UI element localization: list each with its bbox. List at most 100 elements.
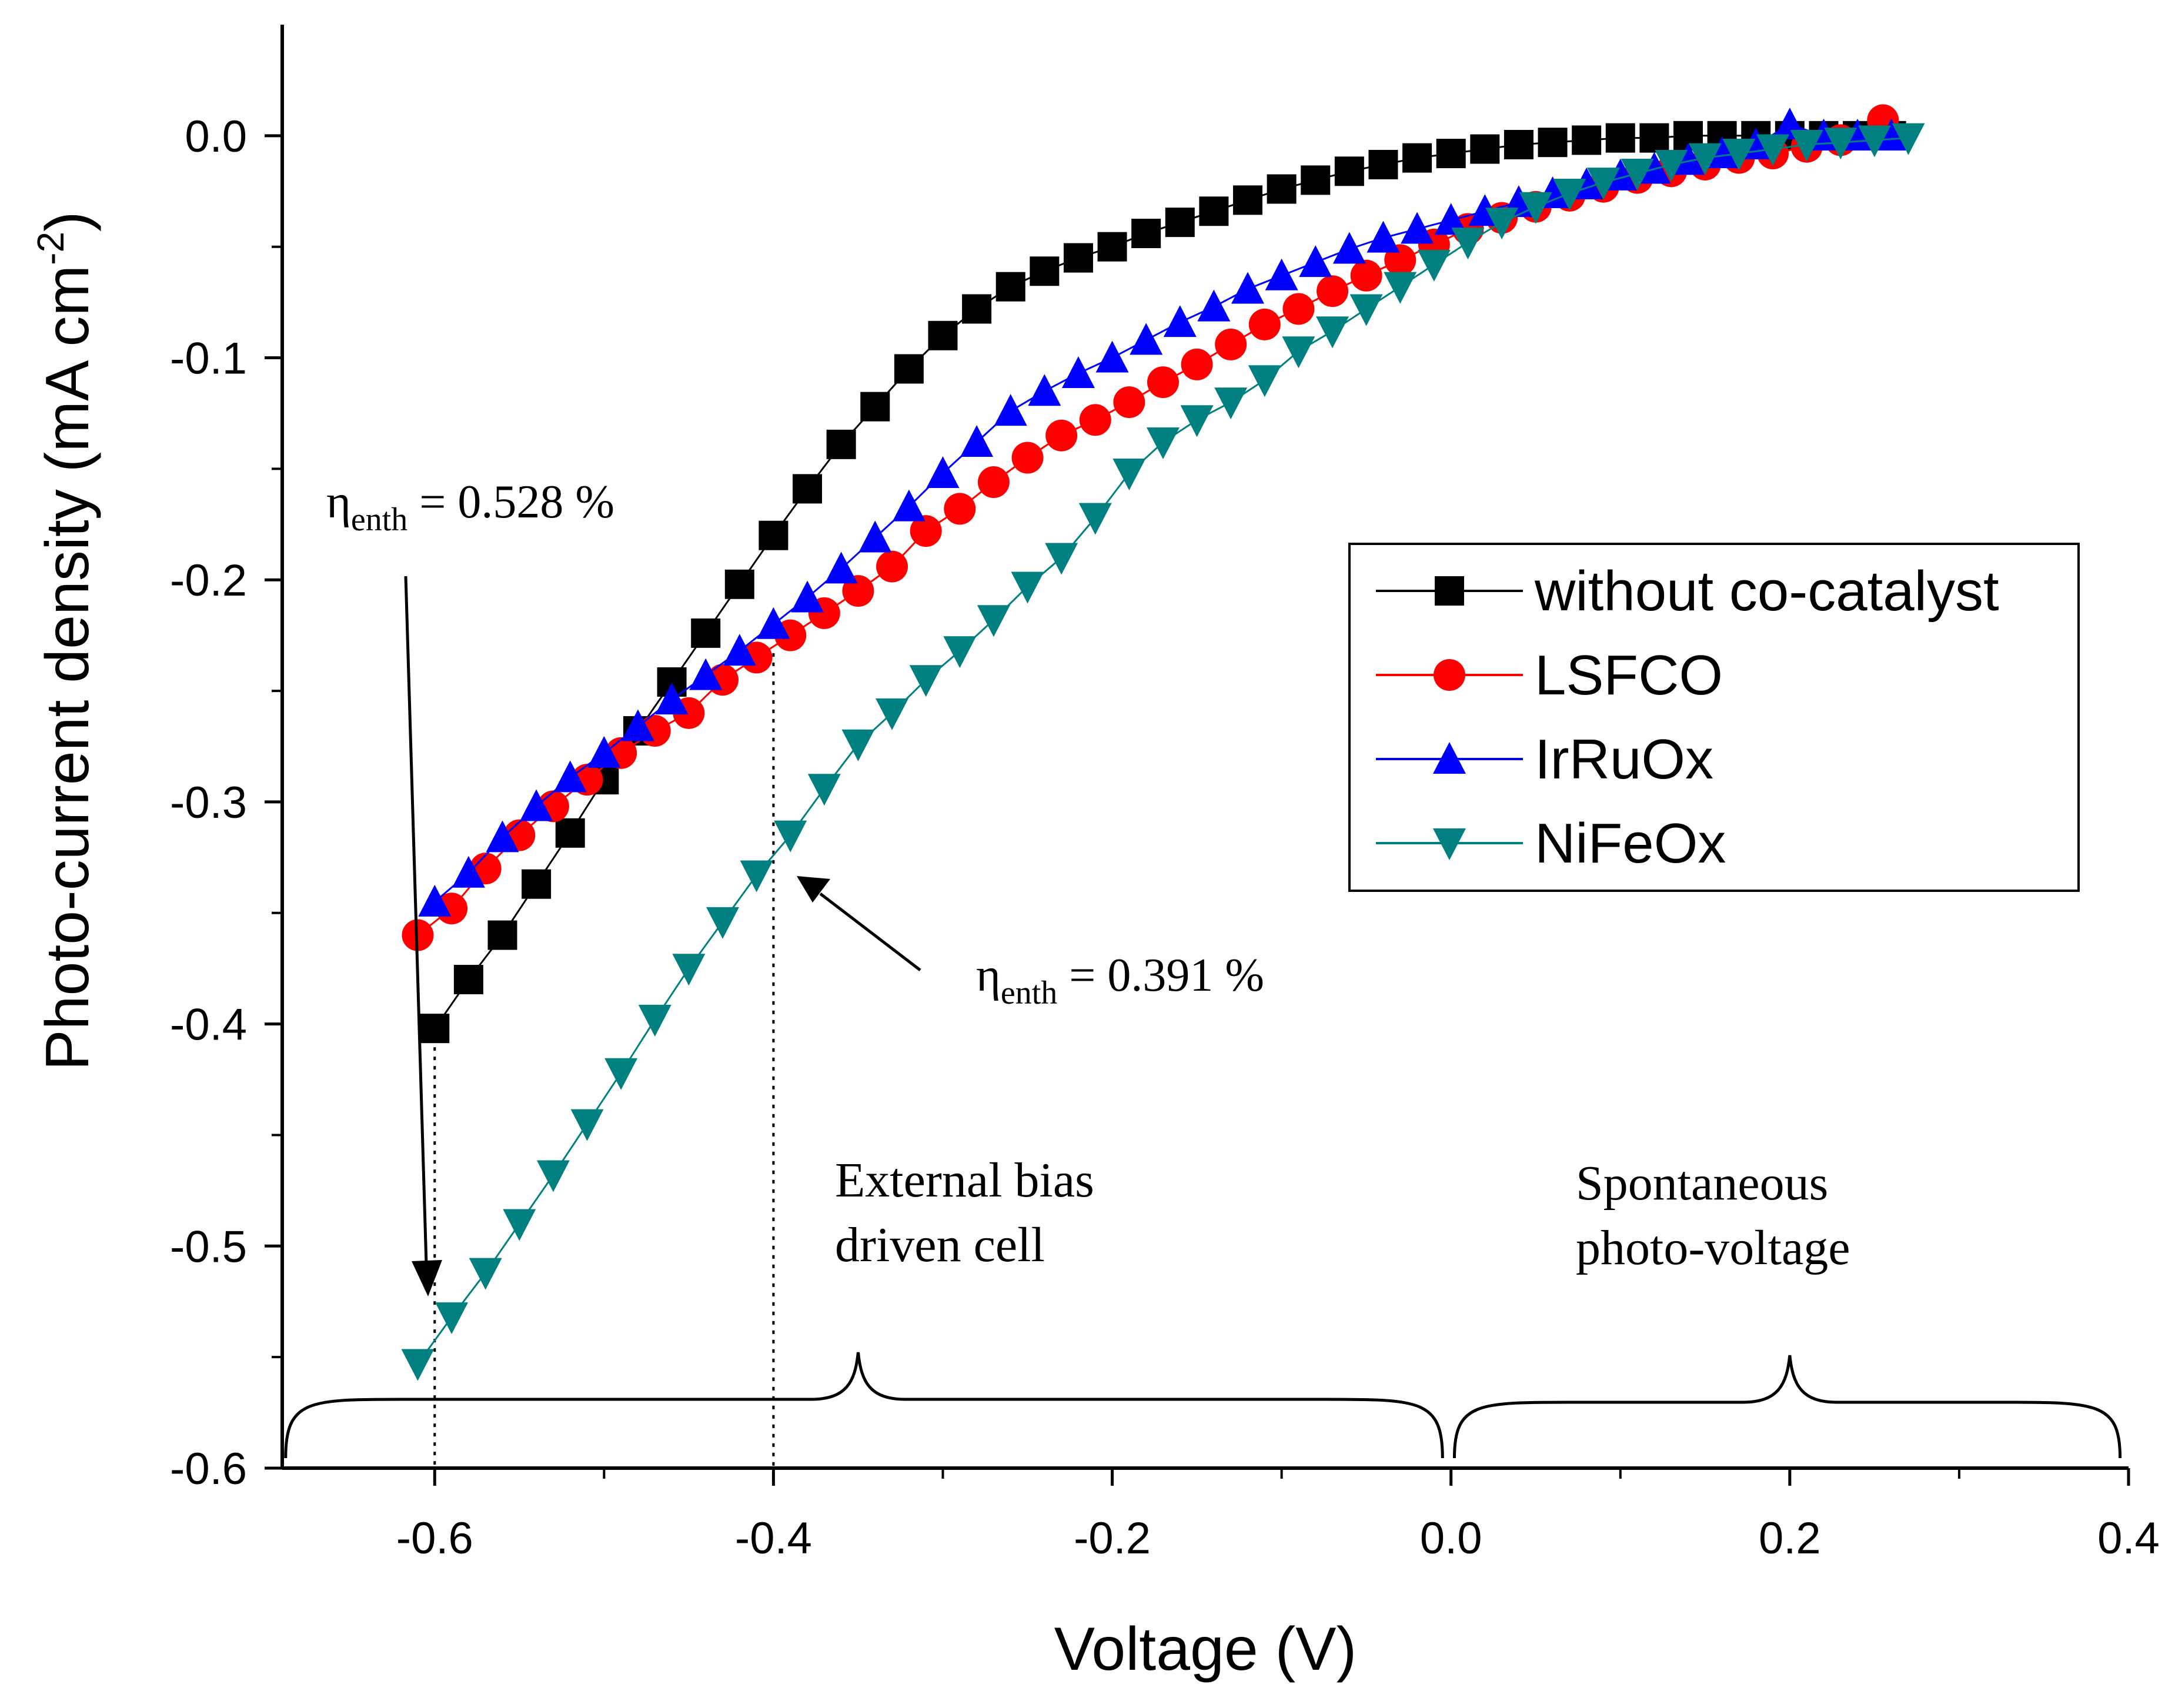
region-right-label-line1: Spontaneous <box>1576 1156 1828 1211</box>
x-tick-label: -0.4 <box>735 1513 812 1563</box>
data-point <box>1586 168 1620 200</box>
legend-label: without co-catalyst <box>1534 560 1999 623</box>
data-point <box>1112 458 1146 490</box>
region-right-label-line2: photo-voltage <box>1576 1221 1850 1275</box>
data-point <box>621 709 654 741</box>
data-point <box>1063 243 1093 273</box>
legend-label: IrRuOx <box>1535 728 1713 791</box>
data-point <box>503 1209 536 1241</box>
y-tick-label: 0.0 <box>185 112 247 162</box>
data-point <box>1553 179 1586 211</box>
data-point <box>807 774 841 806</box>
y-axis-title-end: ) <box>34 211 102 232</box>
data-point <box>928 320 958 350</box>
data-point <box>1231 272 1265 304</box>
data-point <box>469 1258 502 1290</box>
data-point <box>1639 123 1669 153</box>
data-point <box>1470 134 1500 164</box>
data-point <box>1045 419 1078 452</box>
data-point <box>860 392 890 422</box>
data-point <box>1282 336 1315 369</box>
data-point <box>793 474 823 504</box>
data-point <box>1265 258 1298 290</box>
data-point <box>740 860 773 893</box>
data-point <box>689 658 723 690</box>
data-point <box>1350 259 1382 292</box>
legend: without co-catalyst LSFCO IrRuOx NiFeOx <box>1348 543 2080 892</box>
data-point <box>826 429 856 459</box>
data-point <box>706 907 739 939</box>
eta-right-value: = 0.391 % <box>1057 950 1264 1001</box>
x-tick-label: 0.0 <box>1420 1513 1482 1563</box>
legend-marker <box>1433 828 1466 860</box>
y-axis-title: Photo-current density (mA cm-2) <box>29 211 102 1070</box>
y-tick-label: -0.3 <box>170 778 247 828</box>
legend-label: LSFCO <box>1535 644 1723 707</box>
data-point <box>960 425 994 457</box>
data-point <box>1417 249 1451 282</box>
data-point <box>1334 156 1364 186</box>
y-tick-label: -0.2 <box>170 556 247 606</box>
data-point <box>1180 405 1214 437</box>
legend-marker <box>1433 742 1466 774</box>
data-point <box>1368 149 1398 179</box>
data-point <box>824 551 858 584</box>
data-point <box>909 665 943 697</box>
legend-marker <box>1434 659 1465 691</box>
data-point <box>943 636 977 669</box>
data-point <box>1299 245 1332 278</box>
data-point <box>1621 159 1654 191</box>
data-point <box>910 515 942 547</box>
data-point <box>894 354 924 384</box>
data-point <box>638 1005 671 1037</box>
data-point <box>522 869 552 899</box>
data-point <box>435 1302 469 1335</box>
data-point <box>1705 136 1739 169</box>
y-tick-label: -0.5 <box>170 1222 247 1272</box>
region-left-label-line2: driven cell <box>835 1218 1045 1272</box>
data-point <box>876 698 909 730</box>
data-point <box>1892 123 1925 155</box>
data-point <box>536 1160 570 1192</box>
data-point <box>858 520 892 553</box>
data-point <box>1147 366 1179 399</box>
data-point <box>1485 208 1519 240</box>
data-point <box>1301 165 1331 195</box>
data-point <box>892 489 926 522</box>
data-point <box>1655 149 1688 182</box>
data-point <box>1572 125 1602 155</box>
data-point <box>1519 192 1552 224</box>
data-point <box>553 760 587 793</box>
data-point <box>944 493 976 525</box>
axes <box>280 25 2129 1470</box>
y-tick-label: -0.6 <box>170 1444 247 1494</box>
x-tick-label: -0.6 <box>396 1513 473 1563</box>
data-point <box>1672 143 1705 175</box>
eta-right-subscript: enth <box>1001 975 1057 1011</box>
data-point <box>1384 272 1417 304</box>
data-point <box>1097 232 1127 262</box>
data-point <box>453 965 483 995</box>
eta-right-arrow <box>797 876 921 971</box>
data-point <box>1332 232 1366 264</box>
data-point <box>757 607 790 639</box>
eta-right-symbol: η <box>976 950 1001 1001</box>
y-tick-label: -0.1 <box>170 334 247 384</box>
ticks: -0.6 -0.4 -0.2 0.0 0.2 0.4 0.0 -0.1 -0.2 -0.3 -0.4… <box>170 112 2160 1563</box>
data-point <box>791 580 824 613</box>
data-point <box>1165 208 1195 238</box>
data-point <box>1233 185 1263 215</box>
data-point <box>977 605 1010 637</box>
data-point <box>1722 139 1756 171</box>
data-point <box>926 456 960 488</box>
data-point <box>1061 356 1095 388</box>
eta-left-subscript: enth <box>351 502 407 538</box>
x-tick-label: 0.4 <box>2097 1513 2160 1563</box>
data-point <box>1011 571 1044 604</box>
data-point <box>1078 503 1112 535</box>
data-point <box>1790 129 1823 162</box>
data-point <box>520 789 553 821</box>
data-point <box>1028 374 1061 406</box>
x-tick-label: 0.2 <box>1759 1513 1821 1563</box>
